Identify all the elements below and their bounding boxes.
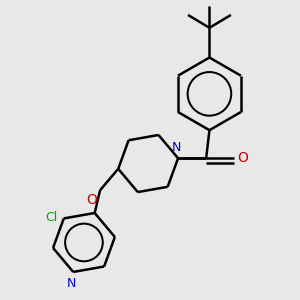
- Text: O: O: [86, 193, 98, 207]
- Text: Cl: Cl: [46, 211, 58, 224]
- Text: O: O: [238, 151, 248, 165]
- Text: N: N: [67, 277, 76, 290]
- Text: N: N: [172, 141, 181, 154]
